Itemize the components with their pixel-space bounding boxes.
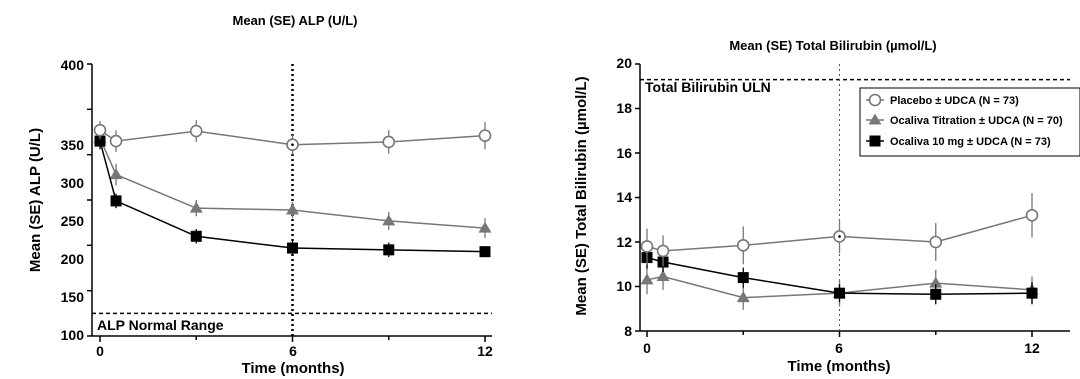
bilirubin-chart: Mean (SE) Total Bilirubin (µmol/L) 0 6 1…	[573, 38, 1080, 375]
bilirubin-uln-label: Total Bilirubin ULN	[645, 79, 771, 95]
alp-point-placebo	[478, 129, 492, 142]
alp-point-titration	[109, 168, 123, 180]
alp-point-titration	[286, 203, 299, 215]
alp-point-ocaliva10	[190, 230, 202, 242]
bilirubin-y-tick-10: 10	[616, 278, 632, 294]
bilirubin-point-ocaliva10	[930, 288, 942, 300]
alp-x-tick-12: 12	[477, 343, 493, 359]
alp-y-tick-100: 100	[61, 327, 85, 343]
alp-point-ocaliva10	[287, 242, 298, 254]
alp-x-tick-0: 0	[96, 343, 104, 359]
alp-y-axis-label: Mean (SE) ALP (U/L)	[27, 128, 44, 272]
alp-point-titration	[478, 221, 492, 233]
alp-y-tick-150: 150	[61, 289, 85, 305]
alp-point-titration	[382, 214, 396, 226]
legend-label-ocaliva10: Ocaliva 10 mg ± UDCA (N = 73)	[890, 136, 1051, 148]
bilirubin-y-tick-12: 12	[616, 234, 632, 250]
alp-point-titration	[189, 201, 203, 213]
bilirubin-plot-elements	[635, 63, 1070, 337]
bilirubin-point-titration	[656, 269, 670, 281]
bilirubin-y-tick-14: 14	[616, 189, 632, 205]
bilirubin-chart-title: Mean (SE) Total Bilirubin (µmol/L)	[729, 38, 936, 53]
bilirubin-legend: Placebo ± UDCA (N = 73) Ocaliva Titratio…	[859, 87, 1080, 157]
bilirubin-point-titration	[929, 276, 943, 288]
bilirubin-point-titration	[640, 273, 654, 285]
bilirubin-y-axis-label: Mean (SE) Total Bilirubin (µmol/L)	[573, 76, 590, 315]
bilirubin-point-placebo	[736, 239, 750, 252]
bilirubin-point-placebo	[640, 240, 654, 253]
bilirubin-point-ocaliva10	[1026, 287, 1038, 299]
alp-line-ocaliva10	[99, 140, 486, 253]
bilirubin-point-placebo	[929, 235, 943, 249]
alp-point-ocaliva10	[383, 244, 395, 256]
alp-line-titration	[99, 138, 486, 229]
alp-point-ocaliva10	[479, 246, 491, 258]
bilirubin-y-tick-20: 20	[616, 55, 632, 71]
alp-y-tick-200: 200	[61, 251, 85, 267]
alp-y-tick-400: 400	[61, 57, 85, 73]
bilirubin-y-tick-8: 8	[624, 323, 632, 339]
bilirubin-y-tick-16: 16	[616, 145, 632, 161]
alp-point-placebo	[93, 123, 107, 137]
alp-point-ocaliva10	[110, 195, 122, 207]
bilirubin-x-axis-label: Time (months)	[787, 358, 890, 375]
alp-normal-range-label: ALP Normal Range	[97, 317, 224, 333]
alp-x-axis-label: Time (months)	[241, 360, 344, 377]
alp-point-ocaliva10	[94, 135, 106, 147]
bilirubin-point-placebo	[656, 244, 670, 258]
legend-label-placebo: Placebo ± UDCA (N = 73)	[890, 95, 1019, 107]
alp-chart: Mean (SE) ALP (U/L) 0 6 12 100 150 200 2…	[27, 13, 493, 377]
alp-chart-title: Mean (SE) ALP (U/L)	[233, 13, 358, 28]
alp-y-tick-300: 300	[61, 175, 85, 191]
bilirubin-point-titration	[736, 291, 750, 303]
legend-box	[859, 87, 1080, 157]
alp-y-tick-350: 350	[61, 137, 85, 153]
alp-point-placebo	[382, 135, 396, 149]
alp-point-placebo-center	[291, 143, 294, 146]
alp-y-tick-250: 250	[61, 213, 85, 229]
bilirubin-x-tick-0: 0	[643, 340, 651, 356]
bilirubin-x-tick-12: 12	[1024, 340, 1040, 356]
legend-marker-placebo	[868, 93, 882, 107]
legend-marker-titration	[868, 113, 882, 125]
alp-plot-elements	[87, 63, 492, 342]
bilirubin-x-tick-6: 6	[835, 340, 843, 356]
bilirubin-point-placebo-center	[838, 235, 841, 238]
bilirubin-point-ocaliva10	[834, 287, 845, 299]
bilirubin-y-tick-18: 18	[616, 100, 632, 116]
bilirubin-point-ocaliva10	[737, 272, 749, 284]
alp-point-placebo	[109, 134, 123, 148]
legend-label-titration: Ocaliva Titration ± UDCA (N = 70)	[890, 115, 1063, 127]
alp-point-placebo	[189, 124, 203, 138]
bilirubin-point-placebo	[1025, 209, 1039, 222]
alp-x-tick-6: 6	[289, 343, 297, 359]
legend-marker-ocaliva10	[869, 135, 881, 147]
